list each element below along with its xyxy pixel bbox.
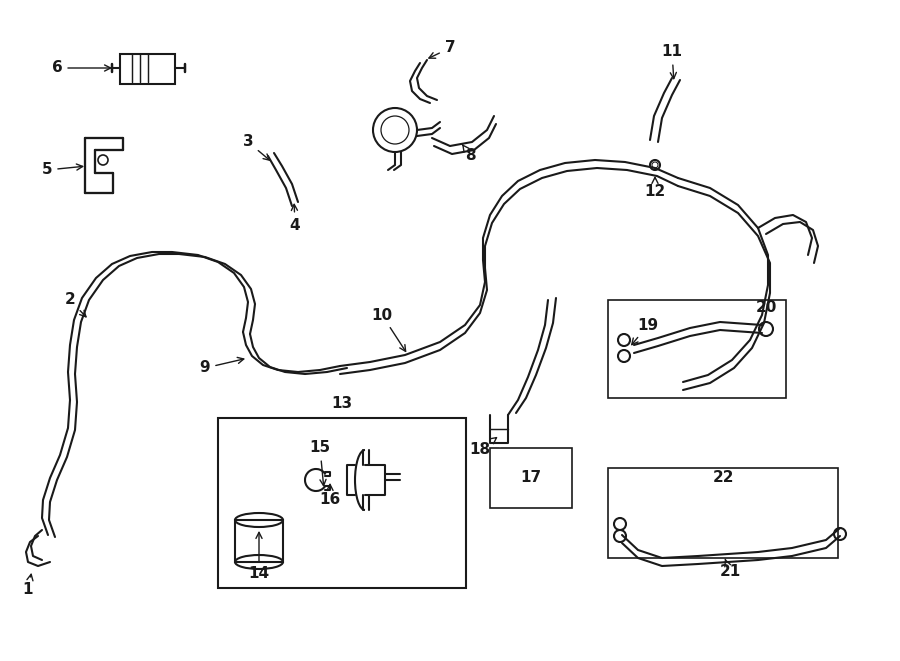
Text: 7: 7 bbox=[429, 40, 455, 58]
Text: 4: 4 bbox=[290, 204, 301, 233]
Text: 3: 3 bbox=[243, 134, 270, 160]
Text: 13: 13 bbox=[331, 397, 353, 412]
Text: 22: 22 bbox=[712, 471, 733, 485]
Text: 16: 16 bbox=[320, 485, 340, 508]
Text: 2: 2 bbox=[65, 293, 86, 317]
Text: 9: 9 bbox=[200, 358, 244, 375]
Text: 8: 8 bbox=[463, 145, 475, 163]
Text: 21: 21 bbox=[719, 559, 741, 580]
Bar bbox=[120, 54, 175, 84]
Text: 1: 1 bbox=[22, 574, 33, 598]
Text: 14: 14 bbox=[248, 532, 270, 582]
Text: 10: 10 bbox=[372, 307, 406, 352]
Bar bbox=[608, 468, 838, 558]
Text: 20: 20 bbox=[755, 301, 777, 315]
Text: 18: 18 bbox=[470, 438, 497, 457]
Text: 17: 17 bbox=[520, 471, 542, 485]
Text: 15: 15 bbox=[310, 440, 330, 486]
Bar bbox=[608, 300, 786, 398]
Bar bbox=[490, 448, 572, 508]
Text: 12: 12 bbox=[644, 177, 666, 200]
Text: 6: 6 bbox=[51, 61, 111, 75]
Text: 11: 11 bbox=[662, 44, 682, 79]
Text: 5: 5 bbox=[41, 163, 83, 178]
Bar bbox=[235, 520, 283, 562]
Bar bbox=[218, 418, 466, 588]
Text: 19: 19 bbox=[632, 317, 659, 344]
